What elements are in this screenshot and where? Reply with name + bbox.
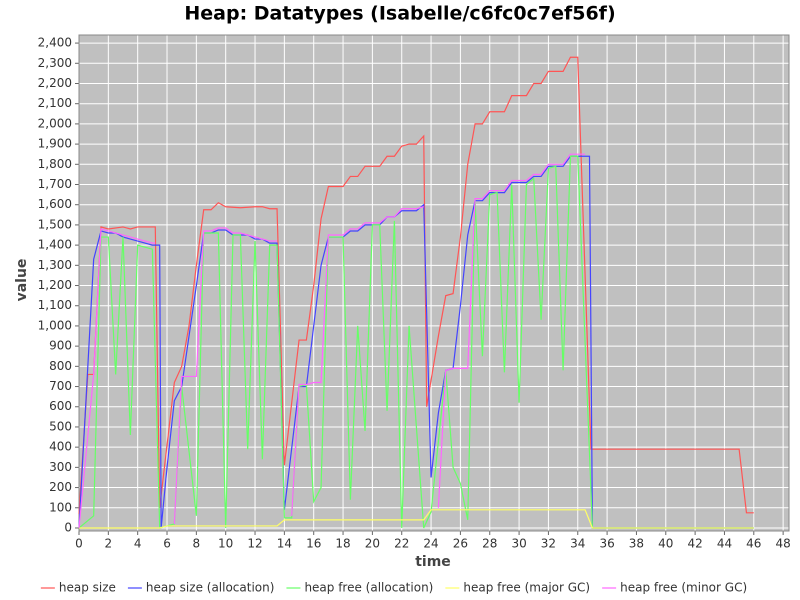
x-tick-label: 26 (453, 537, 468, 551)
y-tick-label: 0 (64, 520, 72, 534)
x-tick-label: 16 (306, 537, 321, 551)
x-tick-label: 20 (365, 537, 380, 551)
x-tick-label: 14 (277, 537, 292, 551)
y-tick-label: 2,000 (38, 116, 72, 130)
x-tick-label: 40 (658, 537, 673, 551)
x-tick-label: 30 (511, 537, 526, 551)
y-axis-label: value (14, 259, 30, 302)
legend-label: heap free (major GC) (463, 581, 590, 595)
x-tick-label: 10 (218, 537, 233, 551)
y-tick-label: 400 (49, 440, 72, 454)
y-tick-label: 2,300 (38, 56, 72, 70)
x-tick-label: 42 (687, 537, 702, 551)
y-tick-label: 500 (49, 419, 72, 433)
y-tick-label: 1,000 (38, 318, 72, 332)
x-tick-label: 6 (163, 537, 171, 551)
y-tick-label: 1,400 (38, 238, 72, 252)
y-tick-label: 700 (49, 379, 72, 393)
x-tick-label: 8 (193, 537, 201, 551)
x-tick-label: 18 (335, 537, 350, 551)
legend-label: heap free (minor GC) (620, 581, 747, 595)
y-tick-label: 600 (49, 399, 72, 413)
x-tick-label: 28 (482, 537, 497, 551)
series-line (78, 153, 586, 529)
y-tick-label: 2,100 (38, 96, 72, 110)
x-tick-label: 36 (599, 537, 614, 551)
chart-title: Heap: Datatypes (Isabelle/c6fc0c7ef56f) (184, 3, 615, 25)
x-tick-label: 12 (247, 537, 262, 551)
y-tick-label: 1,300 (38, 258, 72, 272)
x-axis-label: time (415, 554, 451, 570)
x-tick-label: 0 (75, 537, 83, 551)
y-tick-label: 1,100 (38, 298, 72, 312)
y-tick-label: 200 (49, 480, 72, 494)
y-tick-label: 2,400 (38, 36, 72, 50)
series-line (79, 509, 754, 529)
y-tick-label: 100 (49, 500, 72, 514)
y-tick-label: 1,800 (38, 157, 72, 171)
legend-label: heap free (allocation) (304, 581, 433, 595)
x-tick-label: 38 (629, 537, 644, 551)
series-line (78, 56, 754, 514)
x-tick-label: 22 (394, 537, 409, 551)
y-tick-label: 800 (49, 359, 72, 373)
x-tick-label: 34 (570, 537, 585, 551)
x-tick-label: 32 (541, 537, 556, 551)
x-tick-label: 44 (717, 537, 732, 551)
legend-label: heap size (allocation) (146, 581, 275, 595)
x-tick-label: 46 (746, 537, 761, 551)
x-tick-label: 24 (423, 537, 438, 551)
x-tick-label: 2 (105, 537, 113, 551)
y-tick-label: 2,200 (38, 76, 72, 90)
plot-border (78, 34, 790, 532)
legend-label: heap size (59, 581, 116, 595)
x-tick-label: 4 (134, 537, 142, 551)
y-tick-label: 900 (49, 339, 72, 353)
y-tick-label: 300 (49, 460, 72, 474)
y-tick-label: 1,500 (38, 217, 72, 231)
y-tick-label: 1,200 (38, 278, 72, 292)
y-tick-label: 1,600 (38, 197, 72, 211)
y-tick-label: 1,900 (38, 137, 72, 151)
y-tick-label: 1,700 (38, 177, 72, 191)
x-tick-label: 48 (775, 537, 790, 551)
